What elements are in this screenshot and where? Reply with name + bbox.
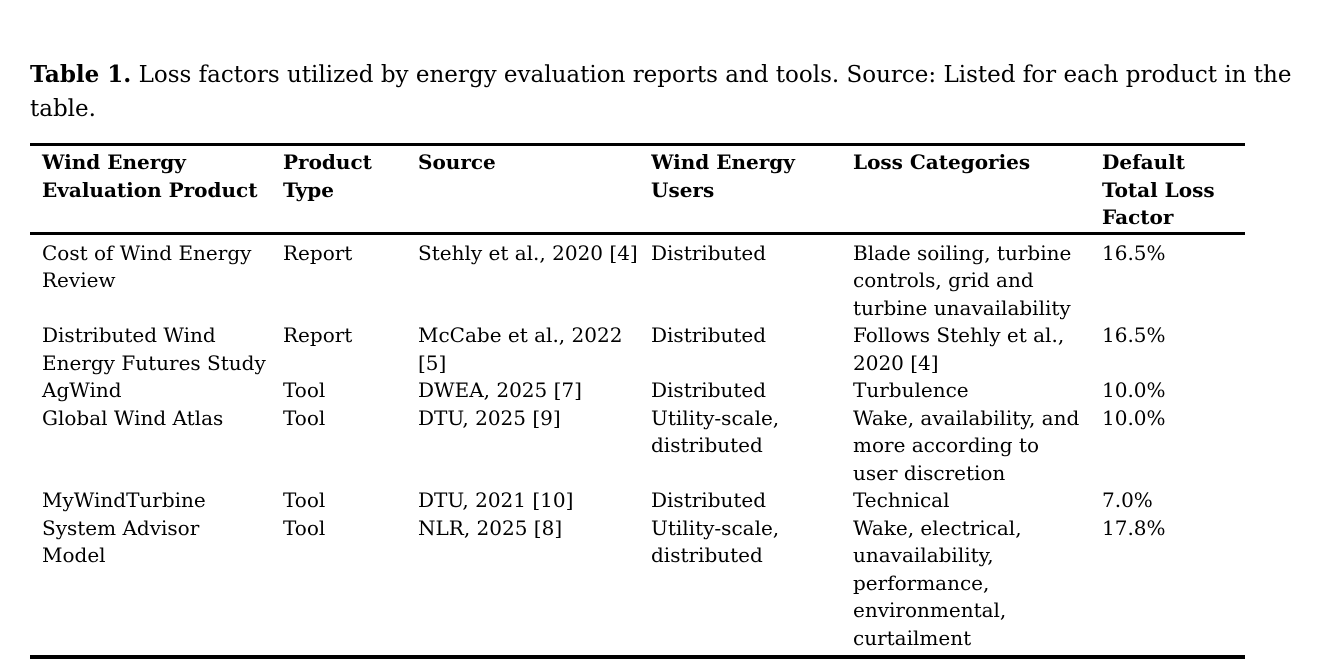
column-header-product: Wind Energy Evaluation Product [30,144,283,235]
cell-product-type: Tool [283,515,326,540]
cell-default-total-loss-factor: 7.0% [1102,488,1153,512]
cell-loss-categories: Blade soiling, turbine controls, grid an… [853,240,1072,320]
table-row: AgWind Tool DWEA, 2025 [7] Distributed T… [30,377,1245,405]
cell-source: DTU, 2021 [10] [418,488,574,512]
cell-users: Distributed [651,240,767,265]
table-row: Cost of Wind Energy Review Report Stehly… [30,233,1245,322]
cell-product: MyWindTurbine [42,488,206,512]
cell-product-type: Tool [283,488,326,512]
column-header-source: Source [418,144,651,235]
cell-users: Distributed [651,378,767,402]
column-header-default-total-loss-factor: Default Total Loss Factor [1102,144,1245,235]
column-header-product-type: Product Type [283,144,418,235]
table-row: MyWindTurbine Tool DTU, 2021 [10] Distri… [30,487,1245,515]
cell-source: Stehly et al., 2020 [4] [418,240,638,265]
cell-product-type: Tool [283,405,326,430]
table-caption-text: Loss factors utilized by energy evaluati… [30,62,1292,122]
table-row: Global Wind Atlas Tool DTU, 2025 [9] Uti… [30,405,1245,488]
table-row: Distributed Wind Energy Futures Study Re… [30,322,1245,377]
cell-users: Utility-scale, distributed [651,515,780,568]
cell-loss-categories: Wake, electrical, unavailability, perfor… [853,515,1022,650]
table-caption-label: Table 1. [30,61,132,88]
table-row: System Advisor Model Tool NLR, 2025 [8] … [30,515,1245,658]
cell-default-total-loss-factor: 10.0% [1102,405,1166,430]
cell-default-total-loss-factor: 16.5% [1102,323,1166,347]
cell-product: AgWind [42,378,122,402]
loss-factors-table: Wind Energy Evaluation Product Product T… [30,143,1245,659]
cell-default-total-loss-factor: 16.5% [1102,240,1166,265]
cell-source: McCabe et al., 2022 [5] [418,323,623,375]
cell-source: DWEA, 2025 [7] [418,378,582,402]
cell-users: Distributed [651,488,767,512]
cell-product-type: Report [283,240,353,265]
cell-default-total-loss-factor: 17.8% [1102,515,1166,540]
column-header-users: Wind Energy Users [651,144,853,235]
table-header-row: Wind Energy Evaluation Product Product T… [30,144,1245,235]
cell-product: Distributed Wind Energy Futures Study [42,323,266,375]
cell-product: System Advisor Model [42,515,200,568]
cell-loss-categories: Follows Stehly et al., 2020 [4] [853,323,1065,375]
cell-source: NLR, 2025 [8] [418,515,563,540]
cell-loss-categories: Turbulence [853,378,969,402]
cell-product: Global Wind Atlas [42,405,224,430]
cell-loss-categories: Technical [853,488,950,512]
cell-loss-categories: Wake, availability, and more according t… [853,405,1080,485]
cell-product: Cost of Wind Energy Review [42,240,252,293]
cell-product-type: Tool [283,378,326,402]
cell-users: Utility-scale, distributed [651,405,780,458]
cell-default-total-loss-factor: 10.0% [1102,378,1166,402]
column-header-loss-categories: Loss Categories [853,144,1102,235]
cell-users: Distributed [651,323,767,347]
cell-source: DTU, 2025 [9] [418,405,561,430]
cell-product-type: Report [283,323,353,347]
table-caption: Table 1. Loss factors utilized by energy… [30,24,1325,126]
